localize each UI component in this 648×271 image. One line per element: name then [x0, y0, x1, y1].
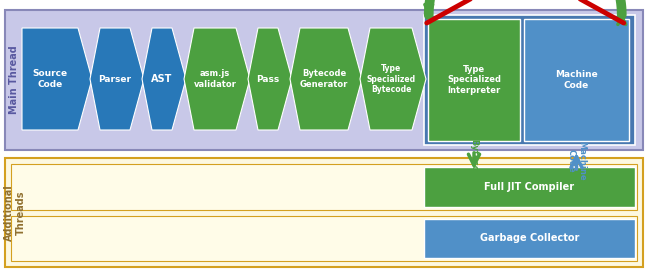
Text: Additional
Threads: Additional Threads — [4, 184, 26, 241]
Bar — [11, 164, 637, 209]
Text: Bytecode: Bytecode — [470, 139, 478, 183]
Text: Source
Code: Source Code — [32, 69, 67, 89]
Bar — [424, 15, 635, 145]
Text: Machine
Code: Machine Code — [555, 70, 598, 90]
Bar — [424, 218, 635, 258]
Text: AST: AST — [152, 74, 172, 84]
Text: Parser: Parser — [98, 75, 132, 83]
Polygon shape — [290, 28, 362, 130]
Polygon shape — [360, 28, 426, 130]
Bar — [11, 215, 637, 261]
Bar — [5, 158, 643, 267]
Bar — [424, 167, 635, 207]
Text: Bytecode
Generator: Bytecode Generator — [300, 69, 348, 89]
Polygon shape — [90, 28, 144, 130]
Polygon shape — [184, 28, 250, 130]
Bar — [5, 10, 643, 150]
Polygon shape — [142, 28, 186, 130]
Text: Type
Specialized
Bytecode: Type Specialized Bytecode — [366, 64, 415, 94]
Polygon shape — [22, 28, 92, 130]
Text: Full JIT Compiler: Full JIT Compiler — [485, 182, 575, 192]
Text: asm.js
validator: asm.js validator — [194, 69, 237, 89]
Bar — [428, 19, 520, 141]
Bar — [524, 19, 629, 141]
Text: Type
Specialized
Interpreter: Type Specialized Interpreter — [447, 65, 501, 95]
Text: Garbage Collector: Garbage Collector — [480, 233, 579, 243]
Polygon shape — [248, 28, 292, 130]
Text: Pass: Pass — [257, 75, 280, 83]
Text: Main Thread: Main Thread — [9, 46, 19, 114]
Text: Machine
Code: Machine Code — [567, 141, 586, 181]
